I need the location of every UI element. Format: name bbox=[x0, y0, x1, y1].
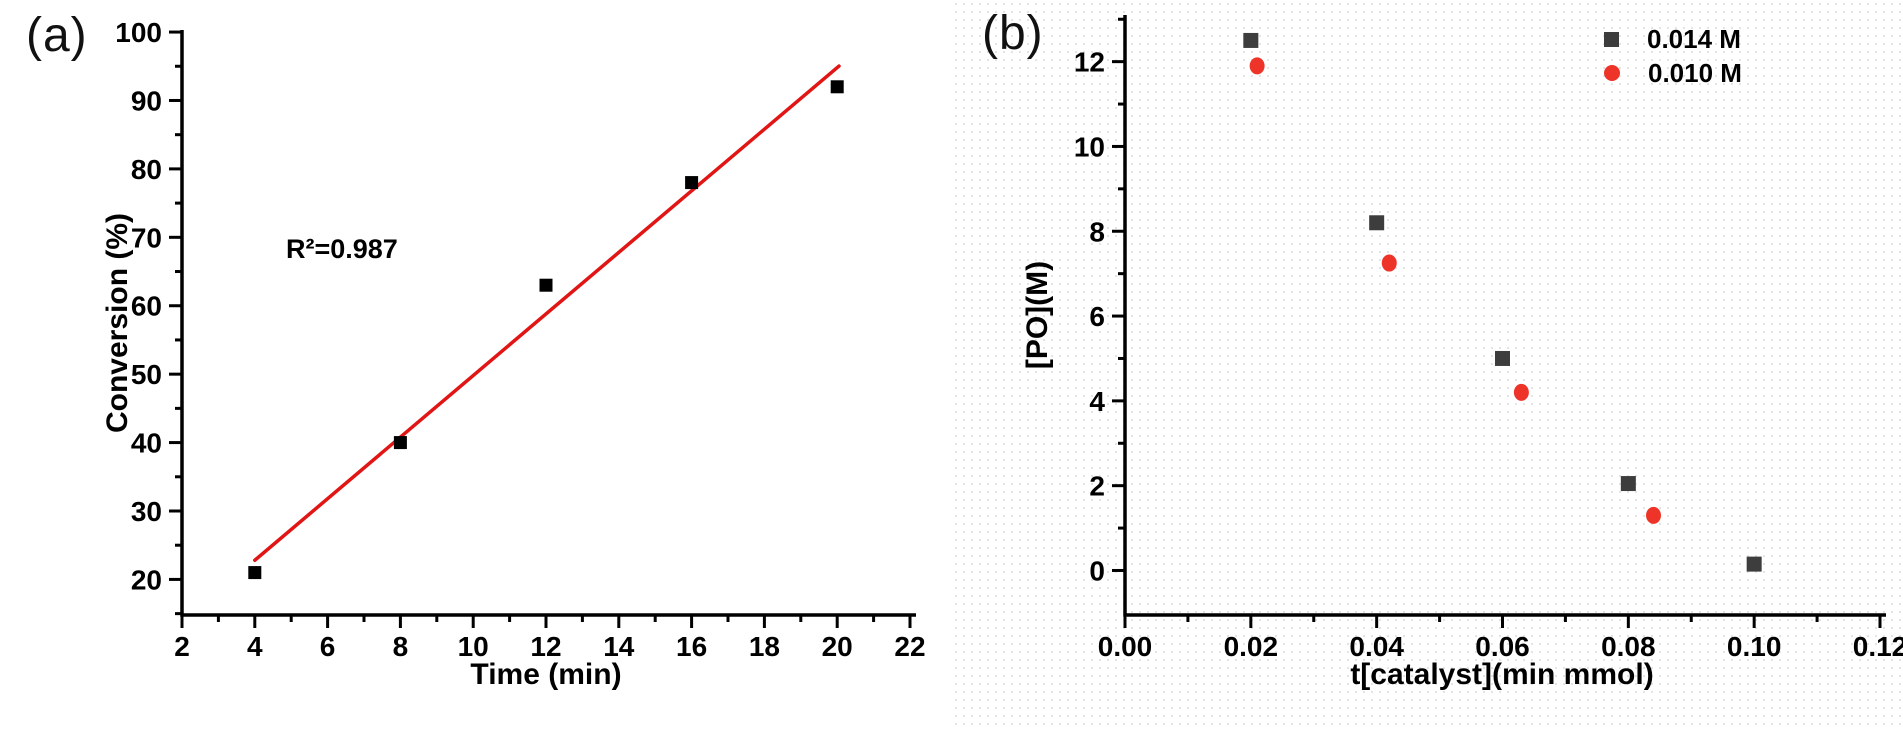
panel-b-dotted-background bbox=[952, 0, 1903, 731]
x-tick-label: 0.12 bbox=[1853, 631, 1903, 662]
fit-line bbox=[253, 64, 841, 563]
legend-square-marker-icon bbox=[1604, 31, 1619, 47]
y-tick-label: 90 bbox=[131, 85, 162, 116]
y-tick-label: 80 bbox=[131, 154, 162, 185]
data-point-series0 bbox=[1369, 215, 1385, 231]
data-point-series0 bbox=[1746, 556, 1762, 572]
legend-item-0014M: 0.014 M bbox=[1604, 22, 1742, 56]
data-point-series1 bbox=[1381, 254, 1397, 272]
panel-b-tag: (b) bbox=[982, 7, 1044, 60]
data-point-series0 bbox=[1243, 32, 1259, 48]
x-tick-label: 22 bbox=[894, 631, 925, 662]
x-tick-label: 6 bbox=[320, 631, 336, 662]
x-tick-label: 4 bbox=[247, 631, 263, 662]
x-tick-label: 16 bbox=[676, 631, 707, 662]
x-tick-label: 0.08 bbox=[1601, 631, 1656, 662]
data-point-series1 bbox=[1249, 57, 1265, 75]
y-tick-label: 60 bbox=[131, 291, 162, 322]
x-tick-label: 14 bbox=[603, 631, 635, 662]
y-tick-label: 2 bbox=[1089, 471, 1105, 502]
x-tick-label: 18 bbox=[749, 631, 780, 662]
y-tick-label: 50 bbox=[131, 359, 162, 390]
x-tick-label: 10 bbox=[458, 631, 489, 662]
x-tick-label: 0.06 bbox=[1475, 631, 1530, 662]
legend-circle-marker-icon bbox=[1604, 65, 1620, 81]
y-tick-label: 20 bbox=[131, 564, 162, 595]
data-point-series0 bbox=[1620, 476, 1636, 492]
data-point-series0 bbox=[539, 278, 553, 292]
y-tick-label: 4 bbox=[1089, 386, 1105, 417]
x-tick-label: 0.10 bbox=[1727, 631, 1782, 662]
panel-b-y-axis-label: [PO](M) bbox=[1021, 260, 1054, 370]
x-tick-label: 0.00 bbox=[1098, 631, 1153, 662]
data-point-series0 bbox=[248, 566, 262, 580]
data-point-series0 bbox=[393, 436, 407, 450]
y-tick-label: 40 bbox=[131, 428, 162, 459]
panel-a-tag: (a) bbox=[26, 9, 88, 62]
x-tick-label: 2 bbox=[174, 631, 190, 662]
y-tick-label: 10 bbox=[1074, 131, 1105, 162]
x-tick-label: 20 bbox=[822, 631, 853, 662]
panel-a-y-axis-label: Conversion (%) bbox=[101, 212, 134, 434]
y-tick-label: 30 bbox=[131, 496, 162, 527]
x-tick-label: 0.02 bbox=[1224, 631, 1279, 662]
data-point-series0 bbox=[830, 80, 844, 94]
x-tick-label: 0.04 bbox=[1349, 631, 1404, 662]
y-tick-label: 100 bbox=[115, 17, 162, 48]
legend-label: 0.010 M bbox=[1648, 57, 1742, 88]
x-tick-label: 12 bbox=[530, 631, 561, 662]
legend-item-0010M: 0.010 M bbox=[1604, 56, 1742, 90]
panel-a-x-axis-label: Time (min) bbox=[470, 658, 622, 691]
panel-b-legend: 0.014 M 0.010 M bbox=[1604, 22, 1742, 90]
y-tick-label: 70 bbox=[131, 222, 162, 253]
panel-b-x-axis-label: t[catalyst](min mmol) bbox=[1350, 658, 1654, 691]
y-tick-label: 8 bbox=[1089, 216, 1105, 247]
legend-label: 0.014 M bbox=[1647, 23, 1741, 54]
y-tick-label: 12 bbox=[1074, 47, 1105, 78]
y-tick-label: 0 bbox=[1089, 555, 1105, 586]
data-point-series1 bbox=[1646, 506, 1661, 524]
y-tick-label: 6 bbox=[1089, 301, 1105, 332]
data-point-series0 bbox=[1495, 350, 1510, 366]
data-point-series0 bbox=[685, 176, 699, 190]
panel-a-rsquared-annotation: R²=0.987 bbox=[286, 234, 398, 264]
data-point-series1 bbox=[1513, 383, 1529, 401]
axis-spines bbox=[1123, 15, 1886, 617]
x-tick-label: 8 bbox=[393, 631, 409, 662]
